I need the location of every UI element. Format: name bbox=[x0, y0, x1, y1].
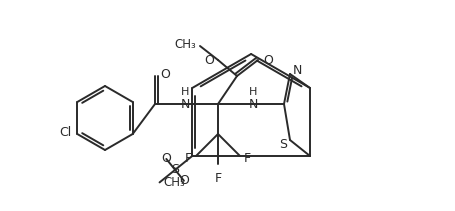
Text: O: O bbox=[204, 54, 213, 66]
Text: F: F bbox=[243, 151, 251, 165]
Text: S: S bbox=[278, 138, 286, 151]
Text: F: F bbox=[184, 151, 192, 165]
Text: H: H bbox=[248, 87, 257, 97]
Text: O: O bbox=[160, 69, 170, 81]
Text: N: N bbox=[293, 64, 302, 77]
Text: O: O bbox=[178, 174, 188, 187]
Text: H: H bbox=[181, 87, 189, 97]
Text: N: N bbox=[248, 99, 257, 111]
Text: CH₃: CH₃ bbox=[163, 176, 185, 189]
Text: CH₃: CH₃ bbox=[174, 38, 196, 50]
Text: O: O bbox=[263, 54, 272, 66]
Text: N: N bbox=[180, 99, 189, 111]
Text: O: O bbox=[161, 152, 171, 165]
Text: Cl: Cl bbox=[59, 127, 71, 139]
Text: S: S bbox=[171, 163, 179, 176]
Text: F: F bbox=[214, 172, 221, 185]
